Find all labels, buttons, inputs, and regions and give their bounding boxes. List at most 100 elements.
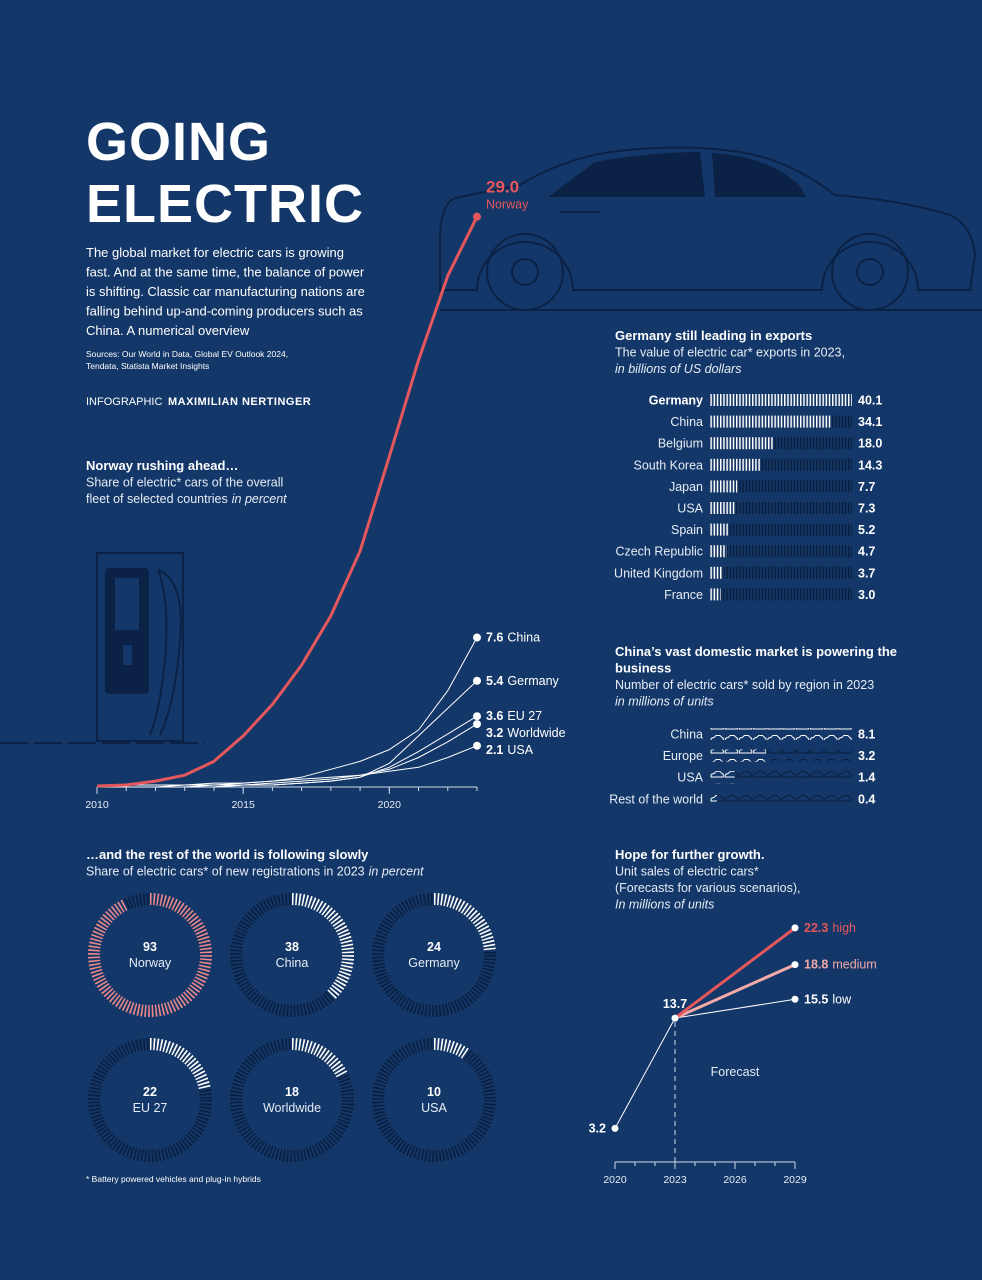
category-label: Europe <box>663 749 703 763</box>
bar-track <box>710 545 852 558</box>
category-label: Spain <box>671 523 703 537</box>
bar <box>710 415 831 428</box>
chart-subtitle: fleet of selected countries in percent <box>86 492 287 506</box>
end-series-label: Germany <box>507 674 559 688</box>
category-label: Rest of the world <box>609 792 703 806</box>
bar <box>710 394 852 406</box>
chart-title: Norway rushing ahead… <box>86 458 238 473</box>
intro-text: China. A numerical overview <box>86 323 250 338</box>
data-point <box>473 712 481 721</box>
x-tick-label: 2010 <box>85 799 109 811</box>
donut-label: Germany <box>408 956 460 970</box>
intro-text: is shifting. Classic car manufacturing n… <box>86 284 365 299</box>
subtitle-text: fleet of selected countries <box>86 492 228 506</box>
bar-track <box>710 502 852 514</box>
x-tick-label: 2020 <box>603 1174 627 1186</box>
end-series-label: high <box>832 921 856 935</box>
value-label: 7.7 <box>858 480 875 494</box>
donut-track <box>88 893 212 1017</box>
donut-label: Norway <box>129 956 172 970</box>
data-point <box>791 995 799 1003</box>
donut-value: 18 <box>285 1085 299 1099</box>
bar <box>710 458 761 471</box>
end-label: 3.6 EU 27 <box>486 709 542 723</box>
unit: in billions of US dollars <box>615 362 741 376</box>
chart-title: China’s vast domestic market is powering… <box>615 644 897 659</box>
bar-track <box>710 480 852 493</box>
bar <box>710 480 738 493</box>
category-label: United Kingdom <box>614 566 703 580</box>
unit: in millions of units <box>615 695 714 709</box>
category-label: China <box>670 728 703 742</box>
subtitle-text: Share of electric cars* of new registrat… <box>86 865 365 879</box>
value-label: 14.3 <box>858 458 882 472</box>
sources: Tendata, Statista Market Insights <box>86 361 209 371</box>
category-label: Japan <box>669 480 703 494</box>
end-series-label: medium <box>832 958 876 972</box>
end-value-label: 2.1 <box>486 743 503 757</box>
series-line <box>674 963 796 1020</box>
data-point <box>473 741 481 750</box>
chart-subtitle: (Forecasts for various scenarios), <box>615 881 800 895</box>
series-line <box>614 1017 676 1129</box>
value-label: 4.7 <box>858 545 875 559</box>
end-value-label: 3.6 <box>486 709 503 723</box>
end-label: 22.3 high <box>804 921 856 935</box>
donut-track <box>88 1038 212 1162</box>
donut-value: 22 <box>143 1085 157 1099</box>
bar-track <box>710 771 852 784</box>
end-value-label: 22.3 <box>804 921 828 935</box>
end-series-label: China <box>507 631 540 645</box>
donut-arc <box>291 1038 349 1079</box>
category-label: Czech Republic <box>615 545 703 559</box>
data-point <box>473 720 481 729</box>
chart-title: Germany still leading in exports <box>615 328 812 343</box>
donut-track <box>372 893 496 1017</box>
end-series-label: EU 27 <box>507 709 542 723</box>
donut-label: Worldwide <box>263 1101 321 1115</box>
end-label: 15.5 low <box>804 992 852 1006</box>
donut-arc <box>291 893 354 1001</box>
value-label: 3.2 <box>858 749 875 763</box>
data-point <box>791 961 799 969</box>
value-label: 0.4 <box>858 792 875 806</box>
series-line <box>674 926 796 1020</box>
value-label: 18.0 <box>858 437 882 451</box>
data-point <box>611 1124 619 1132</box>
chart-subtitle: Share of electric cars* of new registrat… <box>86 865 424 879</box>
bar <box>710 728 852 740</box>
end-value-label: 18.8 <box>804 958 828 972</box>
x-tick-label: 2015 <box>231 799 255 811</box>
kicker: INFOGRAPHIC <box>86 396 162 408</box>
footnote: * Battery powered vehicles and plug-in h… <box>86 1174 261 1184</box>
chart-subtitle: Share of electric* cars of the overall <box>86 476 283 490</box>
bar <box>710 523 729 536</box>
donut-value: 93 <box>143 940 157 954</box>
donut-label: China <box>276 956 309 970</box>
value-label: 3.7 <box>858 566 875 580</box>
series-line <box>96 216 479 788</box>
end-label: 7.6 China <box>486 631 540 645</box>
category-label: USA <box>677 502 703 516</box>
donut-value: 24 <box>427 940 441 954</box>
end-label: 2.1 USA <box>486 743 534 757</box>
x-tick-label: 2029 <box>783 1174 807 1186</box>
category-label: France <box>664 588 703 602</box>
donut-value: 10 <box>427 1085 441 1099</box>
value-label: 40.1 <box>858 394 882 408</box>
end-value-label: 15.5 <box>804 992 828 1006</box>
category-label: South Korea <box>634 458 704 472</box>
end-series-label: USA <box>507 743 533 757</box>
bar-track <box>710 792 852 805</box>
bar <box>710 437 774 450</box>
donut-arc <box>433 1038 471 1060</box>
data-point <box>473 676 481 685</box>
intro-text: falling behind up-and-coming producers s… <box>86 304 363 319</box>
author: MAXIMILIAN NERTINGER <box>168 396 311 408</box>
end-value-label: 29.0 <box>486 178 519 197</box>
charger-illustration <box>0 552 205 744</box>
end-value-label: 7.6 <box>486 631 503 645</box>
value-label: 3.0 <box>858 588 875 602</box>
intro-text: The global market for electric cars is g… <box>86 245 344 260</box>
